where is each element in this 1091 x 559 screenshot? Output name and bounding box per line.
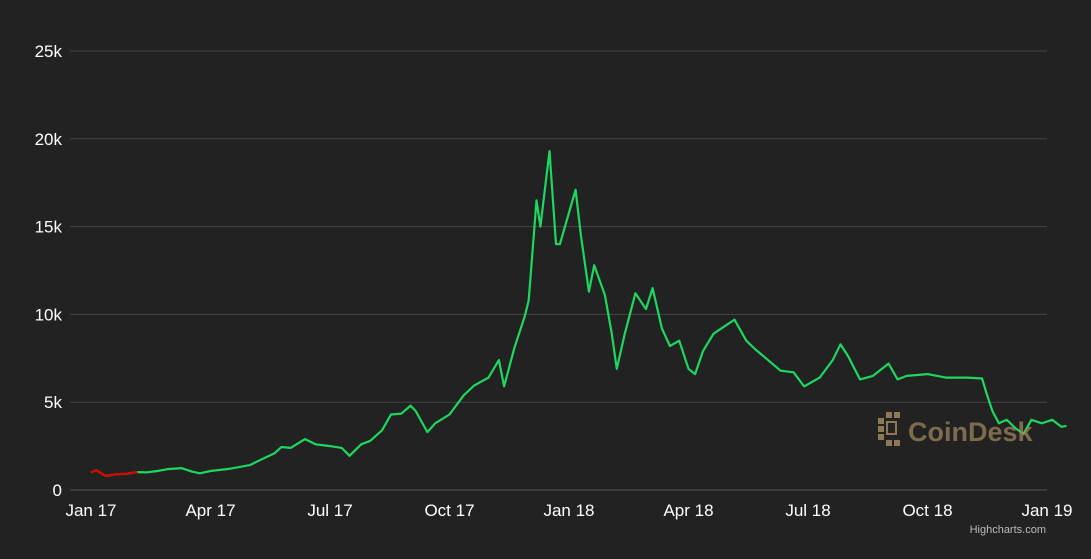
gridlines — [70, 50, 1047, 491]
price-series-decline-segment — [90, 469, 138, 478]
coindesk-watermark-text: CoinDesk — [908, 417, 1034, 447]
coindesk-logo-icon — [878, 412, 900, 446]
x-tick-label: Jan 17 — [65, 501, 116, 520]
x-tick-label: Jul 18 — [785, 501, 830, 520]
price-series-line — [90, 150, 1067, 478]
x-tick-label: Jan 18 — [543, 501, 594, 520]
coindesk-watermark: CoinDesk — [878, 412, 1034, 447]
y-axis: 0 5k 10k 15k 20k 25k — [35, 42, 63, 500]
x-tick-label: Oct 18 — [902, 501, 952, 520]
x-tick-label: Jul 17 — [307, 501, 352, 520]
highcharts-credit[interactable]: Highcharts.com — [970, 524, 1046, 536]
x-tick-label: Apr 18 — [663, 501, 713, 520]
y-tick-label: 0 — [53, 481, 62, 500]
y-tick-label: 15k — [35, 218, 63, 237]
y-tick-label: 10k — [35, 305, 63, 324]
x-tick-label: Jan 19 — [1021, 501, 1072, 520]
y-tick-label: 20k — [35, 130, 63, 149]
series-layer — [90, 150, 1067, 478]
x-axis: Jan 17 Apr 17 Jul 17 Oct 17 Jan 18 Apr 18 Jul … — [65, 501, 1072, 520]
x-tick-label: Oct 17 — [424, 501, 474, 520]
y-tick-label: 25k — [35, 42, 63, 61]
y-tick-label: 5k — [44, 393, 62, 412]
x-tick-label: Apr 17 — [185, 501, 235, 520]
